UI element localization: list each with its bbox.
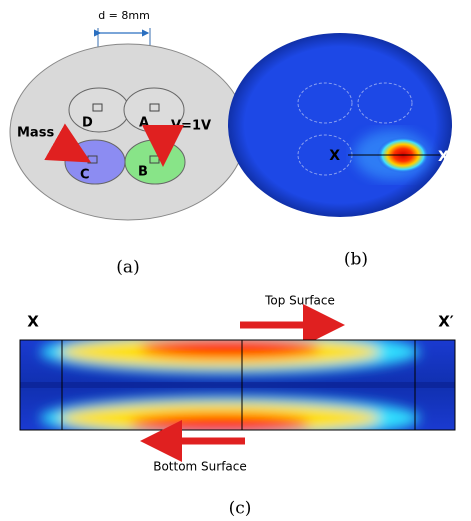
mass-label: Mass xyxy=(17,126,54,141)
panel-caption: (b) xyxy=(344,250,368,270)
cut-label: X' xyxy=(438,149,453,165)
panel-caption: (c) xyxy=(229,499,252,519)
electrode-label: D xyxy=(82,116,93,131)
panel-b: X X' (b) xyxy=(228,33,453,270)
electrode-label: A xyxy=(139,116,149,131)
cut-label: X xyxy=(329,148,340,164)
panel-c: X X′ Top Surface Bottom Surface (c) xyxy=(19,294,456,519)
electrode-label: C xyxy=(80,168,90,183)
arrow-label: Top Surface xyxy=(264,294,335,308)
arrow-label: Bottom Surface xyxy=(153,460,247,474)
strip-end-label: X xyxy=(27,313,39,331)
voltage-label: V=1V xyxy=(171,119,211,134)
dimension-label: d = 8mm xyxy=(98,9,150,22)
electrode-label: B xyxy=(138,165,148,180)
panel-caption: (a) xyxy=(116,258,139,278)
strip-end-label: X′ xyxy=(438,313,454,331)
panel-a: d = 8mm D A C B Mass V=1V (a) xyxy=(9,9,247,278)
